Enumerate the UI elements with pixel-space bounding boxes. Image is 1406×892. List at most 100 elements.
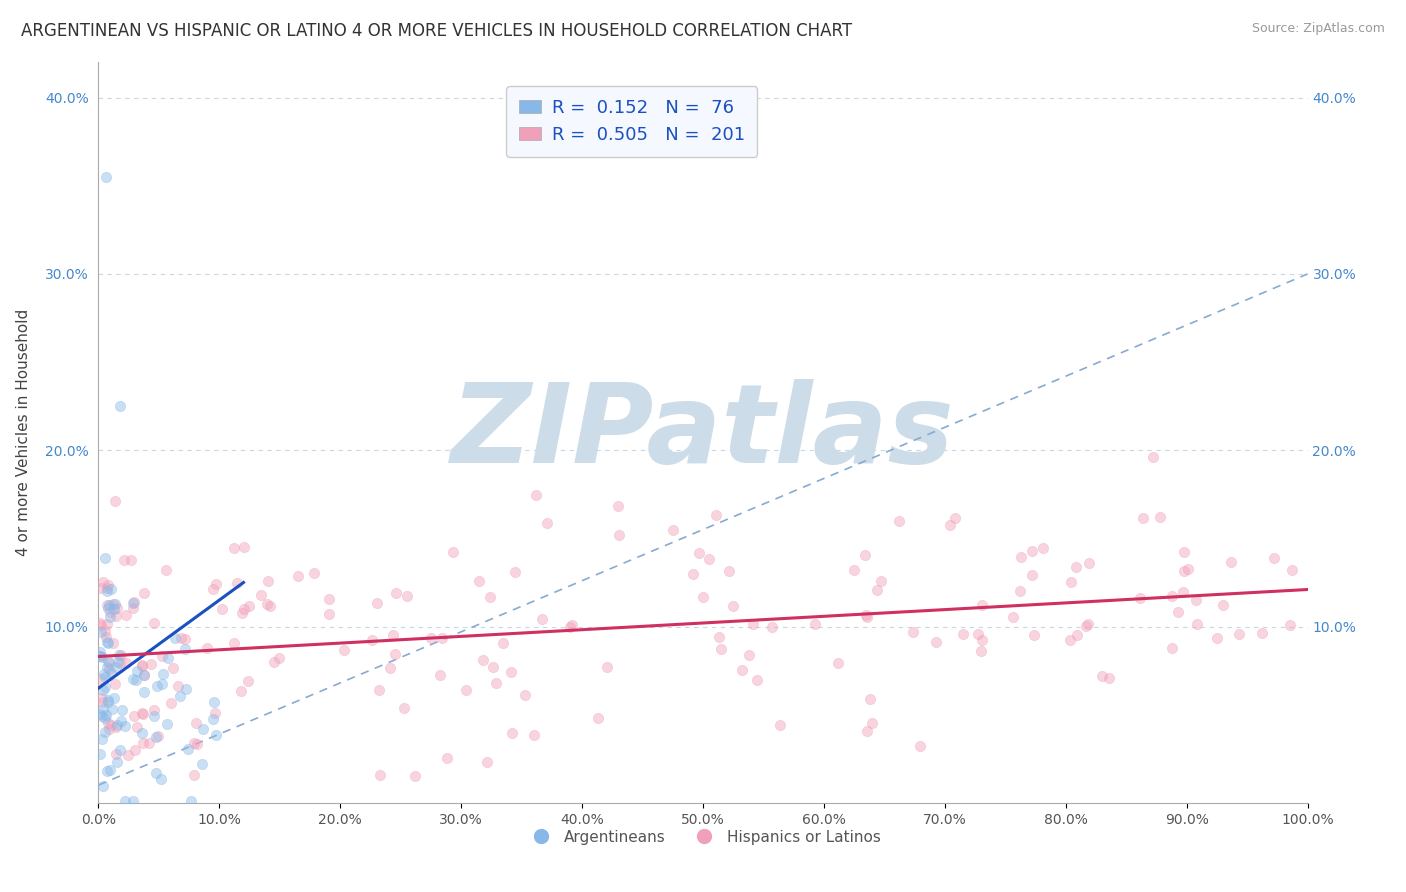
- Point: [205, 577, 228, 591]
- Point: [100, 702, 122, 716]
- Point: [366, 596, 388, 610]
- Point: [132, 706, 155, 721]
- Point: [222, 636, 245, 650]
- Point: [174, 681, 197, 696]
- Point: [558, 620, 581, 634]
- Point: [89, 707, 111, 722]
- Point: [94, 550, 117, 565]
- Point: [145, 766, 167, 780]
- Point: [150, 648, 173, 663]
- Point: [96, 635, 118, 649]
- Point: [115, 656, 138, 670]
- Point: [1160, 589, 1182, 603]
- Point: [360, 632, 382, 647]
- Point: [482, 659, 505, 673]
- Point: [1251, 626, 1274, 640]
- Point: [925, 635, 948, 649]
- Point: [132, 668, 155, 682]
- Point: [93, 702, 115, 716]
- Point: [184, 716, 207, 731]
- Point: [143, 616, 166, 631]
- Point: [98, 663, 121, 677]
- Point: [485, 676, 508, 690]
- Point: [256, 597, 278, 611]
- Point: [231, 606, 253, 620]
- Point: [127, 665, 149, 679]
- Point: [94, 681, 117, 695]
- Point: [108, 399, 131, 413]
- Point: [124, 743, 146, 757]
- Point: [98, 605, 121, 619]
- Point: [91, 708, 114, 723]
- Point: [90, 582, 112, 596]
- Point: [122, 596, 145, 610]
- Point: [134, 667, 156, 681]
- Point: [97, 693, 120, 707]
- Point: [769, 718, 792, 732]
- Point: [238, 599, 260, 614]
- Point: [761, 620, 783, 634]
- Text: Source: ZipAtlas.com: Source: ZipAtlas.com: [1251, 22, 1385, 36]
- Point: [132, 684, 155, 698]
- Point: [908, 739, 931, 753]
- Point: [250, 588, 273, 602]
- Point: [202, 582, 225, 596]
- Point: [1064, 559, 1087, 574]
- Point: [146, 730, 169, 744]
- Point: [869, 574, 891, 589]
- Point: [523, 728, 546, 742]
- Point: [536, 516, 558, 531]
- Point: [238, 674, 260, 689]
- Point: [125, 673, 148, 687]
- Point: [204, 728, 226, 742]
- Point: [429, 668, 451, 682]
- Point: [436, 751, 458, 765]
- Point: [110, 714, 132, 728]
- Point: [530, 612, 553, 626]
- Point: [855, 723, 877, 738]
- Point: [607, 500, 630, 514]
- Point: [96, 584, 118, 599]
- Point: [232, 541, 254, 555]
- Point: [94, 707, 117, 722]
- Point: [90, 624, 112, 639]
- Point: [586, 711, 609, 725]
- Point: [503, 565, 526, 579]
- Point: [257, 574, 280, 589]
- Point: [1220, 555, 1243, 569]
- Point: [89, 615, 111, 630]
- Point: [112, 552, 135, 566]
- Point: [163, 631, 186, 645]
- Point: [183, 736, 205, 750]
- Point: [1149, 510, 1171, 524]
- Point: [107, 648, 129, 663]
- Point: [110, 657, 132, 671]
- Point: [90, 618, 112, 632]
- Point: [844, 563, 866, 577]
- Point: [475, 755, 498, 769]
- Point: [93, 695, 115, 709]
- Point: [204, 695, 226, 709]
- Point: [169, 689, 191, 703]
- Point: [731, 664, 754, 678]
- Point: [173, 641, 195, 656]
- Point: [159, 696, 181, 710]
- Point: [1263, 550, 1285, 565]
- Point: [131, 658, 153, 673]
- Point: [707, 630, 730, 644]
- Point: [93, 725, 115, 739]
- Point: [1090, 669, 1112, 683]
- Point: [108, 743, 131, 757]
- Point: [89, 648, 111, 663]
- Point: [723, 599, 745, 613]
- Point: [855, 609, 877, 624]
- Point: [186, 737, 208, 751]
- Point: [149, 772, 172, 787]
- Point: [1008, 583, 1031, 598]
- Point: [191, 756, 214, 771]
- Point: [259, 599, 281, 613]
- Point: [471, 653, 494, 667]
- Point: [1142, 450, 1164, 464]
- Point: [122, 601, 145, 615]
- Point: [97, 601, 120, 615]
